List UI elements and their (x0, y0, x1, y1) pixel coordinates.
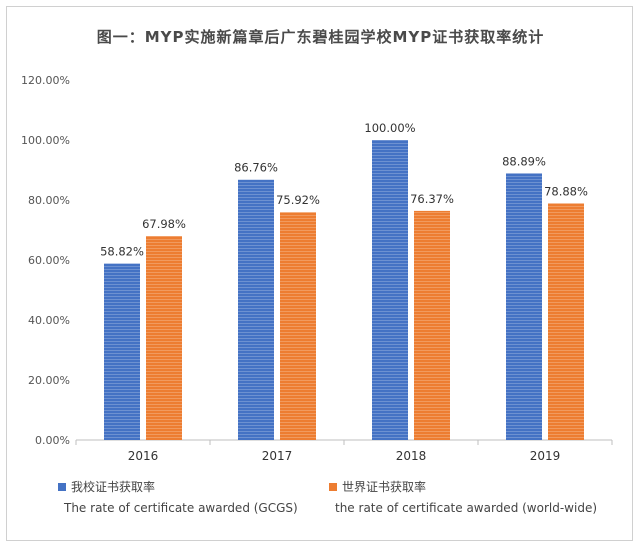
data-label: 76.37% (410, 192, 454, 206)
y-tick-label: 80.00% (28, 194, 70, 207)
legend-label-gcgs-en: The rate of certificate awarded (GCGS) (64, 501, 298, 515)
data-label: 86.76% (234, 161, 278, 175)
bar-worldwide (280, 212, 316, 440)
y-tick-label: 40.00% (28, 314, 70, 327)
bar-worldwide (548, 203, 584, 440)
legend-label-worldwide-en: the rate of certificate awarded (world-w… (335, 501, 598, 515)
x-tick-label: 2017 (262, 449, 293, 463)
bar-gcgs (506, 173, 542, 440)
legend-swatch-worldwide (329, 482, 337, 491)
chart-title: 图一：MYP实施新篇章后广东碧桂园学校MYP证书获取率统计 (96, 28, 545, 46)
bar-gcgs (372, 140, 408, 440)
x-tick-label: 2016 (128, 449, 159, 463)
data-label: 67.98% (142, 217, 186, 231)
data-label: 58.82% (100, 245, 144, 259)
legend-label-worldwide: 世界证书获取率 (342, 480, 427, 494)
x-tick-label: 2018 (396, 449, 427, 463)
y-tick-label: 20.00% (28, 374, 70, 387)
data-label: 88.89% (502, 154, 546, 168)
y-tick-label: 100.00% (21, 134, 70, 147)
y-tick-label: 0.00% (35, 434, 70, 447)
data-label: 75.92% (276, 193, 320, 207)
x-tick-label: 2019 (530, 449, 561, 463)
legend-item-gcgs: 我校证书获取率 The rate of certificate awarded … (58, 478, 298, 515)
y-tick-label: 60.00% (28, 254, 70, 267)
legend-label-gcgs: 我校证书获取率 (71, 480, 156, 494)
y-tick-label: 120.00% (21, 74, 70, 87)
bar-worldwide (146, 236, 182, 440)
bar-gcgs (104, 263, 140, 440)
legend-item-worldwide: 世界证书获取率 the rate of certificate awarded … (329, 478, 597, 515)
legend-swatch-gcgs (58, 482, 66, 491)
bar-worldwide (414, 210, 450, 440)
data-label: 78.88% (544, 184, 588, 198)
bar-gcgs (238, 179, 274, 440)
data-label: 100.00% (364, 121, 415, 135)
